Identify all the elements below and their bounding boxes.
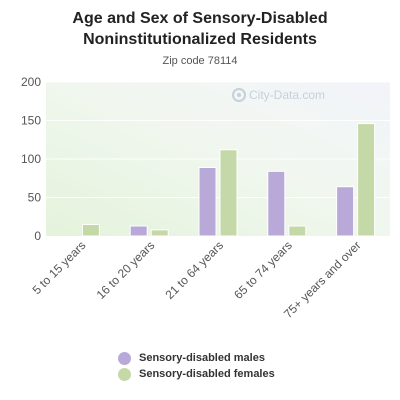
x-axis: 5 to 15 years 16 to 20 years 21 to 64 year… <box>30 238 364 321</box>
legend: Sensory-disabled males Sensory-disabled … <box>118 350 275 382</box>
bar-females <box>219 149 238 237</box>
x-tick-label: 16 to 20 years <box>94 238 158 302</box>
bar-males <box>267 170 286 237</box>
bar-males <box>336 186 355 237</box>
y-tick-label: 100 <box>21 152 41 166</box>
y-tick-label: 150 <box>21 114 41 128</box>
legend-swatch-males <box>118 351 131 365</box>
bar-females <box>81 223 100 237</box>
x-tick-label: 21 to 64 years <box>162 238 226 302</box>
legend-swatch-females <box>118 367 131 381</box>
y-tick-label: 200 <box>21 75 41 89</box>
legend-label-males: Sensory-disabled males <box>139 352 265 364</box>
bar-males <box>198 166 217 237</box>
x-tick-label: 75+ years and over <box>281 238 364 321</box>
bar-females <box>288 225 307 237</box>
chart-title: Age and Sex of Sensory-Disabled Noninsti… <box>72 10 328 48</box>
x-tick-label: 5 to 15 years <box>30 238 89 297</box>
gridlines <box>46 81 390 198</box>
legend-label-females: Sensory-disabled females <box>139 368 275 380</box>
watermark: City-Data.com <box>232 88 325 102</box>
bars <box>81 123 376 237</box>
bar-females <box>150 229 169 237</box>
y-tick-label: 0 <box>34 229 41 243</box>
y-axis: 0 50 100 150 200 <box>21 75 41 243</box>
legend-item-males: Sensory-disabled males <box>118 350 275 366</box>
x-tick-label: 65 to 74 years <box>231 238 295 302</box>
bar-females <box>357 123 376 237</box>
chart-subtitle: Zip code 78114 <box>162 55 238 67</box>
y-tick-label: 50 <box>28 191 42 205</box>
watermark-text: City-Data.com <box>249 88 325 102</box>
legend-item-females: Sensory-disabled females <box>118 366 275 382</box>
bar-males <box>129 225 148 237</box>
